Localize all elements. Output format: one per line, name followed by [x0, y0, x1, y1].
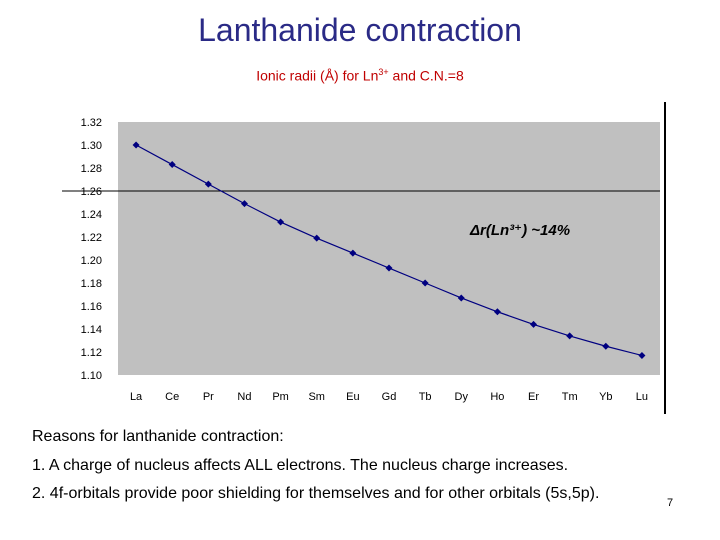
y-tick-label: 1.26 [81, 186, 102, 198]
x-tick-label: Er [528, 391, 539, 403]
y-tick-label: 1.32 [81, 117, 102, 129]
y-tick-label: 1.10 [81, 370, 102, 382]
x-tick-label: Pm [272, 391, 289, 403]
x-tick-label: La [130, 391, 143, 403]
data-point [168, 161, 176, 169]
x-tick-label: Yb [599, 391, 612, 403]
y-tick-label: 1.16 [81, 301, 102, 313]
plot-background [118, 122, 660, 375]
subtitle-text: Ionic radii (Å) for Ln [256, 67, 379, 84]
x-tick-label: Ho [490, 391, 504, 403]
data-point [493, 308, 501, 316]
x-tick-label: Eu [346, 391, 359, 403]
reason-2: 2. 4f-orbitals provide poor shielding fo… [32, 485, 600, 502]
reason-1: 1. A charge of nucleus affects ALL elect… [32, 457, 569, 474]
data-point [277, 218, 285, 226]
x-tick-label: Gd [382, 391, 397, 403]
y-tick-label: 1.14 [81, 324, 102, 336]
data-point [530, 320, 538, 328]
y-tick-label: 1.12 [81, 347, 102, 359]
data-point [240, 200, 248, 208]
chart-area: 1.32 1.30 1.28 1.26 1.24 1.22 1.20 1.18 1.16 1.14… [62, 102, 668, 416]
x-tick-label: Tm [562, 391, 578, 403]
y-tick-label: 1.28 [81, 163, 102, 175]
data-point [349, 249, 357, 257]
x-tick-label: Ce [165, 391, 179, 403]
y-tick-label: 1.18 [81, 278, 102, 290]
page-number: 7 [667, 497, 674, 509]
subtitle-superscript: 3+ [378, 67, 389, 77]
y-tick-label: 1.20 [81, 255, 102, 267]
reasons-heading: Reasons for lanthanide contraction: [32, 428, 284, 445]
x-tick-label: Pr [203, 391, 214, 403]
data-point [421, 279, 429, 287]
x-tick-label: Tb [419, 391, 432, 403]
slide-title: Lanthanide contraction [198, 12, 522, 48]
data-point [385, 264, 393, 272]
ionic-radii-chart: 1.32 1.30 1.28 1.26 1.24 1.22 1.20 1.18 1.16 1.14… [62, 117, 660, 403]
chart-subtitle: Ionic radii (Å) for Ln3+ and C.N.=8 [0, 67, 720, 84]
chart-right-edge [664, 102, 666, 414]
y-tick-label: 1.30 [81, 140, 102, 152]
x-tick-label: Lu [636, 391, 648, 403]
data-point [204, 180, 212, 188]
x-tick-label: Sm [308, 391, 325, 403]
y-tick-label: 1.22 [81, 232, 102, 244]
data-point [566, 332, 574, 340]
data-point [457, 294, 465, 302]
data-point [132, 141, 140, 149]
data-point [638, 351, 646, 359]
subtitle-text-end: and C.N.=8 [388, 67, 464, 84]
x-tick-label: Nd [237, 391, 251, 403]
data-point [313, 234, 321, 242]
x-tick-label: Dy [455, 391, 469, 403]
y-tick-label: 1.24 [81, 209, 102, 221]
data-point [602, 342, 610, 350]
delta-r-annotation: Δr(Ln³⁺) ~14% [469, 222, 570, 239]
